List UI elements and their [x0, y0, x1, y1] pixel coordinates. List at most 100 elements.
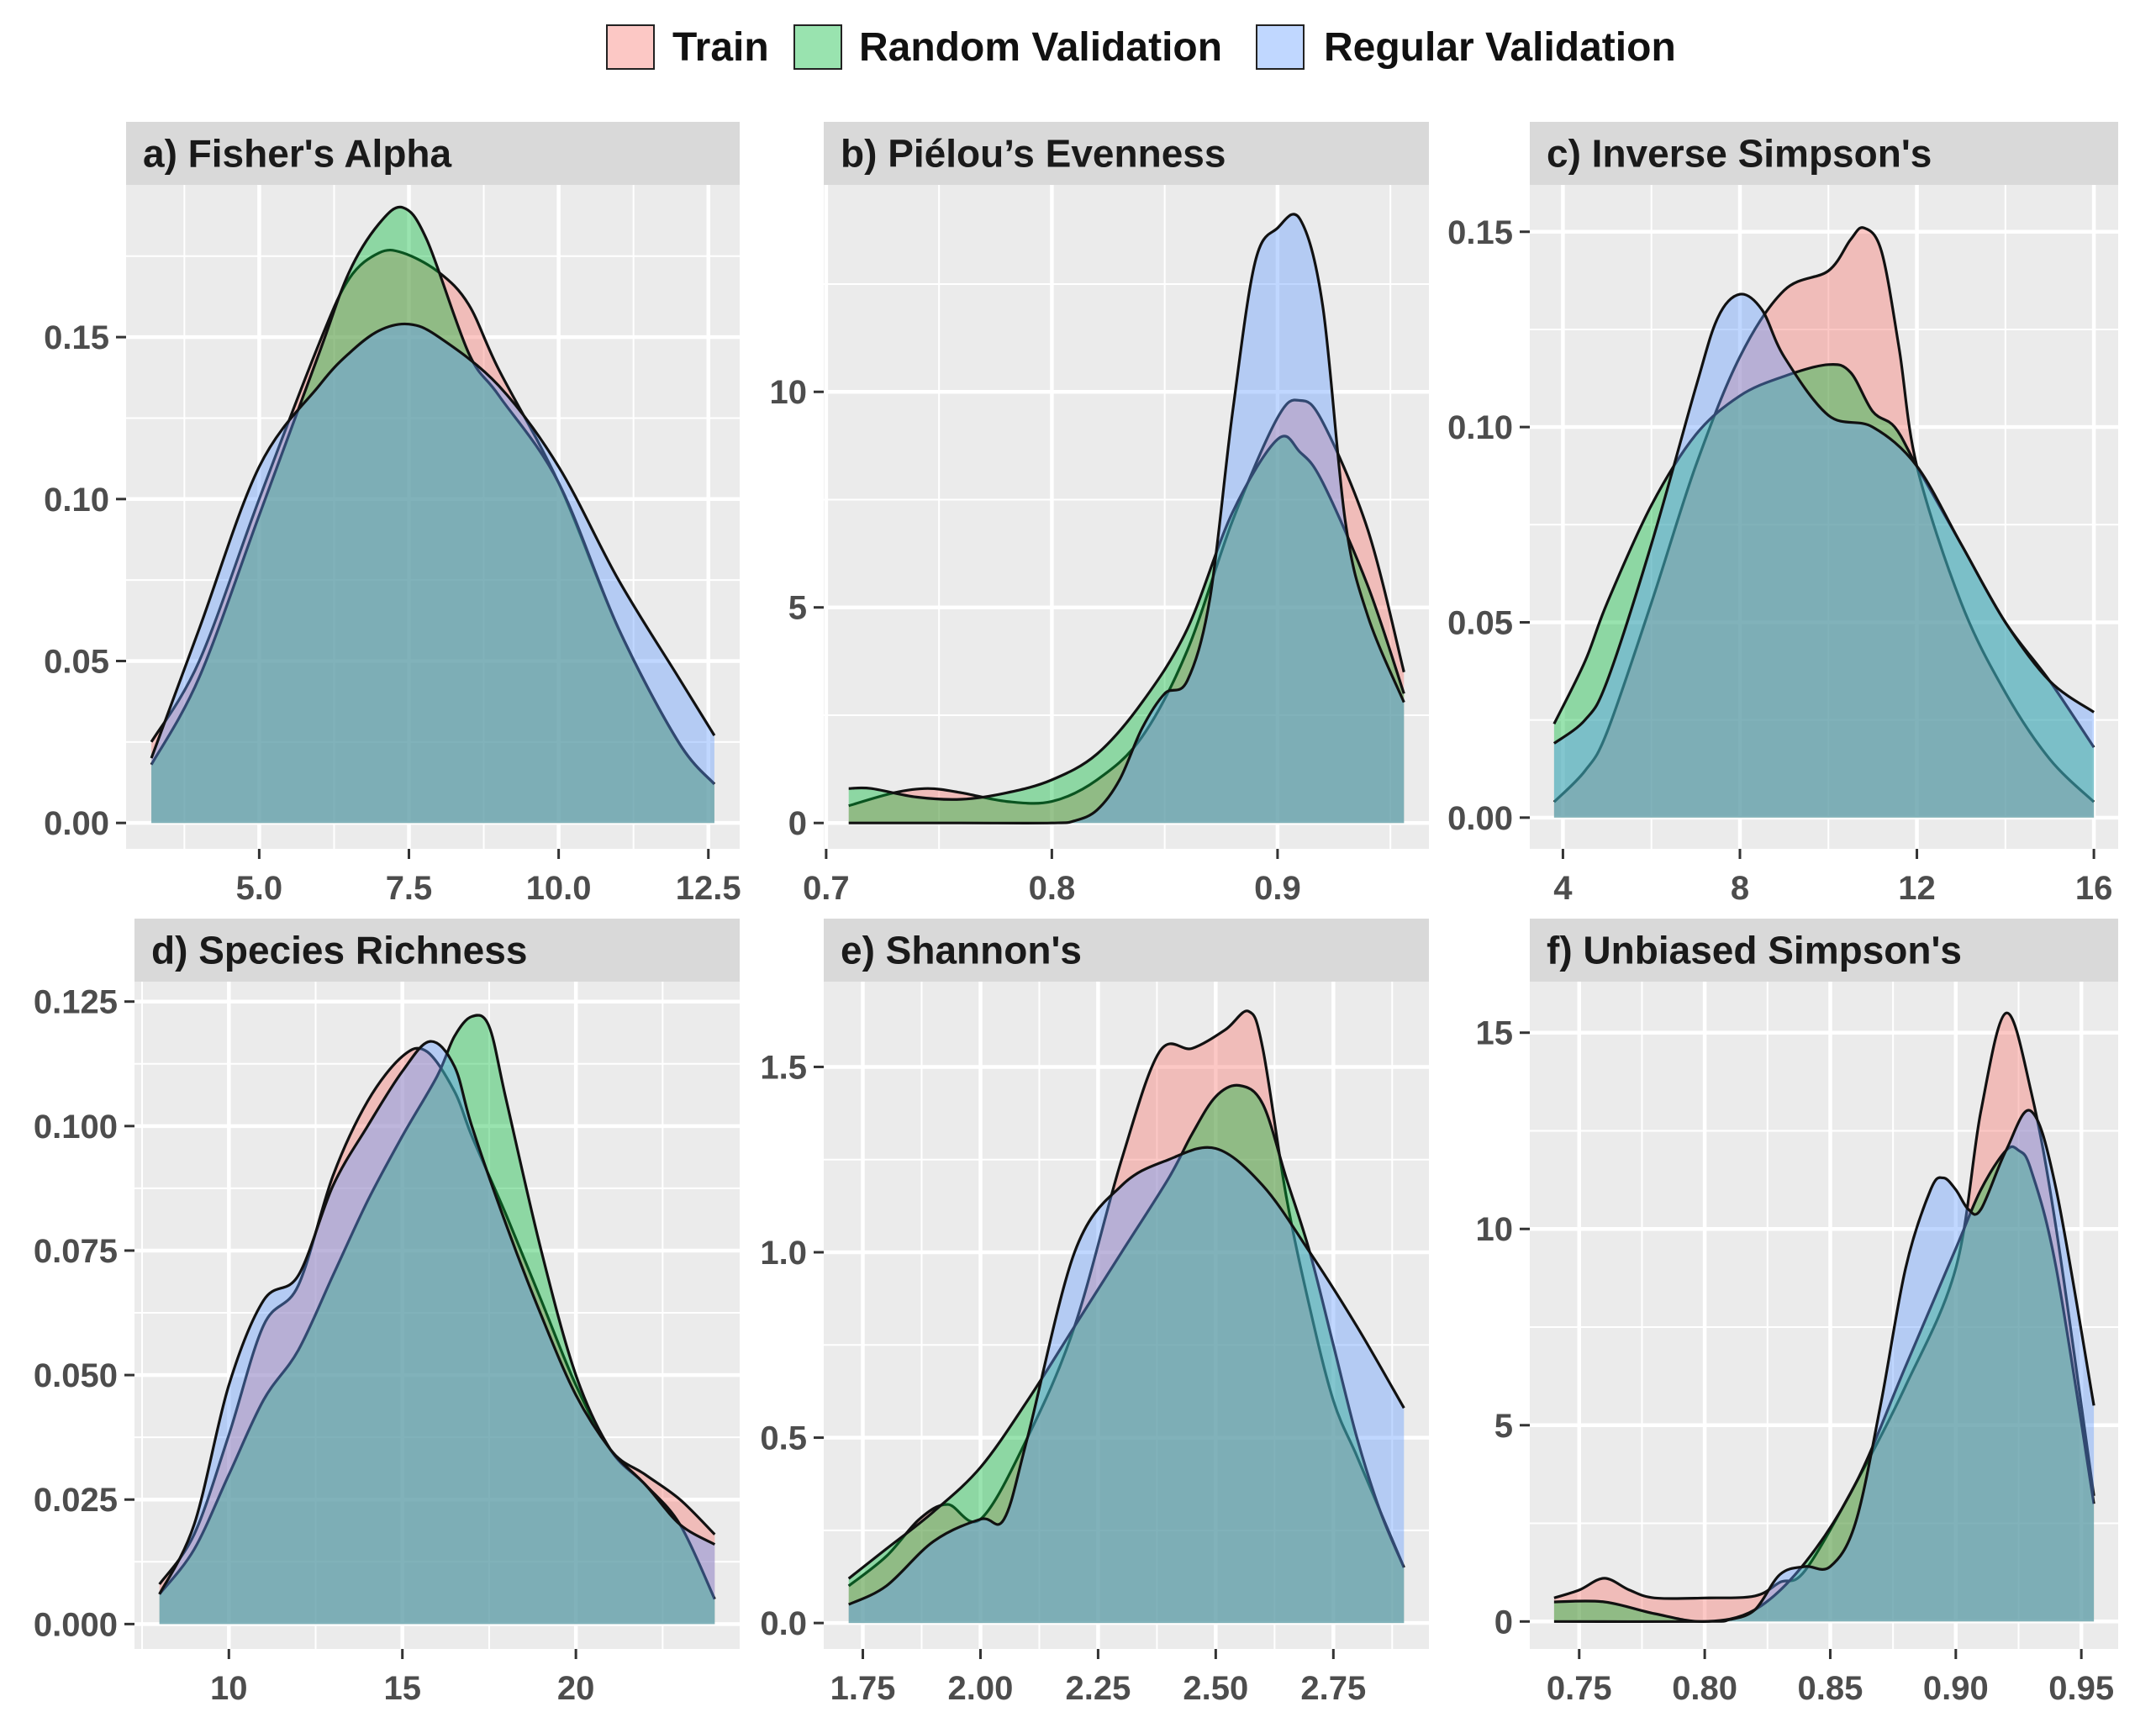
density-line-random-validation	[158, 1014, 716, 1600]
y-tick-label: 15	[1476, 1015, 1514, 1052]
density-area-random-validation	[1553, 364, 2095, 818]
panel-background	[824, 982, 1429, 1649]
x-tick-label: 7.5	[386, 870, 433, 907]
density-line-train	[1552, 226, 2095, 803]
density-line-train	[848, 398, 1405, 808]
legend-label-train: Train	[672, 25, 769, 70]
y-tick-label: 0.05	[1447, 604, 1513, 641]
x-tick-label: 20	[557, 1670, 595, 1707]
density-area-random-validation	[151, 207, 714, 824]
x-tick-label: 12	[1898, 870, 1936, 907]
panel-title: c) Inverse Simpson's	[1547, 132, 1932, 176]
panel-strip	[1530, 919, 2118, 982]
density-line-regular-validation	[1552, 292, 2095, 745]
y-tick-label: 0.05	[44, 643, 109, 680]
y-tick-label: 1.0	[760, 1235, 807, 1272]
density-area-regular-validation	[848, 213, 1405, 824]
panel-title: b) Piélou’s Evenness	[841, 132, 1226, 176]
y-tick-label: 0.000	[34, 1606, 118, 1643]
density-area-regular-validation	[848, 1147, 1405, 1624]
panel-title: e) Shannon's	[841, 929, 1082, 972]
x-tick-label: 0.8	[1029, 870, 1076, 907]
x-tick-label: 10	[210, 1670, 248, 1707]
y-tick-label: 10	[1476, 1211, 1514, 1248]
x-tick-label: 5.0	[236, 870, 283, 907]
panel-strip	[134, 919, 740, 982]
panel-strip	[824, 122, 1429, 185]
density-line-random-validation	[150, 205, 716, 785]
density-line-regular-validation	[847, 1146, 1405, 1606]
y-tick-label: 0.15	[1447, 214, 1513, 251]
density-line-regular-validation	[150, 322, 716, 759]
x-tick-label: 2.00	[948, 1670, 1014, 1707]
density-area-train	[1553, 1013, 2095, 1622]
panel-title: f) Unbiased Simpson's	[1547, 929, 1962, 972]
y-tick-label: 0.0	[760, 1605, 807, 1642]
y-tick-label: 10	[770, 374, 808, 411]
panel-title: a) Fisher's Alpha	[143, 132, 452, 176]
panel-strip	[1530, 122, 2118, 185]
x-tick-label: 0.75	[1547, 1670, 1612, 1707]
density-line-train	[1553, 1011, 2095, 1600]
x-tick-label: 4	[1553, 870, 1573, 907]
panel-3: c) Inverse Simpson's 4 8 12 16 0.00 0.05 0.10 0.…	[1447, 122, 2118, 907]
density-area-train	[1553, 227, 2095, 818]
panel-background	[1530, 185, 2118, 849]
density-area-regular-validation	[1553, 293, 2095, 818]
legend-label-regular-validation: Regular Validation	[1324, 25, 1676, 70]
legend-label-random-validation: Random Validation	[859, 25, 1222, 70]
x-tick-label: 12.5	[676, 870, 741, 907]
density-area-regular-validation	[159, 1041, 715, 1625]
x-tick-label: 0.9	[1254, 870, 1301, 907]
density-line-regular-validation	[158, 1040, 716, 1595]
chart-legend: Train Random Validation Regular Validati…	[606, 24, 1676, 70]
panel-background	[126, 185, 740, 849]
density-area-random-validation	[848, 1085, 1405, 1624]
density-line-regular-validation	[848, 213, 1405, 824]
y-tick-label: 0.10	[1447, 409, 1513, 446]
y-tick-label: 0.050	[34, 1357, 118, 1394]
density-line-random-validation	[847, 1083, 1405, 1580]
y-tick-label: 0.15	[44, 319, 109, 356]
x-tick-label: 2.75	[1300, 1670, 1366, 1707]
x-tick-label: 0.80	[1672, 1670, 1737, 1707]
density-area-train	[159, 1048, 715, 1625]
legend-swatch-random-validation	[793, 24, 842, 70]
y-tick-label: 0.00	[44, 805, 109, 842]
panel-2: b) Piélou’s Evenness 0.7 0.8 0.9 0 5 10	[770, 122, 1429, 907]
panel-5: e) Shannon's 1.75 2.00 2.25 2.50 2.75 0.0 0.5 1.…	[760, 919, 1429, 1707]
y-tick-label: 0.00	[1447, 800, 1513, 837]
y-tick-label: 1.5	[760, 1049, 807, 1086]
panel-6: f) Unbiased Simpson's 0.75 0.80 0.85 0.90 0.9…	[1476, 919, 2118, 1707]
x-tick-label: 15	[383, 1670, 421, 1707]
y-tick-label: 0.100	[34, 1109, 118, 1146]
y-tick-label: 0.125	[34, 984, 118, 1021]
x-tick-label: 10.0	[526, 870, 592, 907]
y-tick-label: 0.10	[44, 482, 109, 519]
density-area-random-validation	[848, 435, 1405, 824]
legend-swatch-train	[606, 24, 655, 70]
density-area-regular-validation	[1553, 1109, 2095, 1622]
x-tick-label: 8	[1731, 870, 1749, 907]
y-tick-label: 0.075	[34, 1233, 118, 1270]
panel-background	[824, 185, 1429, 849]
density-line-random-validation	[848, 435, 1405, 801]
y-tick-label: 0	[788, 805, 807, 842]
panel-strip	[126, 122, 740, 185]
x-tick-label: 0.95	[2048, 1670, 2114, 1707]
x-tick-label: 0.85	[1798, 1670, 1863, 1707]
y-tick-label: 0.5	[760, 1420, 807, 1457]
x-tick-label: 0.90	[1923, 1670, 1989, 1707]
x-tick-label: 2.25	[1065, 1670, 1131, 1707]
y-tick-label: 0.025	[34, 1482, 118, 1519]
legend-swatch-regular-validation	[1256, 24, 1305, 70]
density-area-regular-validation	[151, 324, 714, 824]
density-area-train	[848, 1010, 1405, 1624]
density-area-random-validation	[159, 1014, 715, 1625]
density-area-random-validation	[1553, 1146, 2095, 1622]
density-area-train	[151, 250, 714, 824]
x-tick-label: 16	[2075, 870, 2113, 907]
panel-4: d) Species Richness 10 15 20 0.000 0.025 0.050…	[34, 919, 740, 1707]
panel-background	[134, 982, 740, 1649]
